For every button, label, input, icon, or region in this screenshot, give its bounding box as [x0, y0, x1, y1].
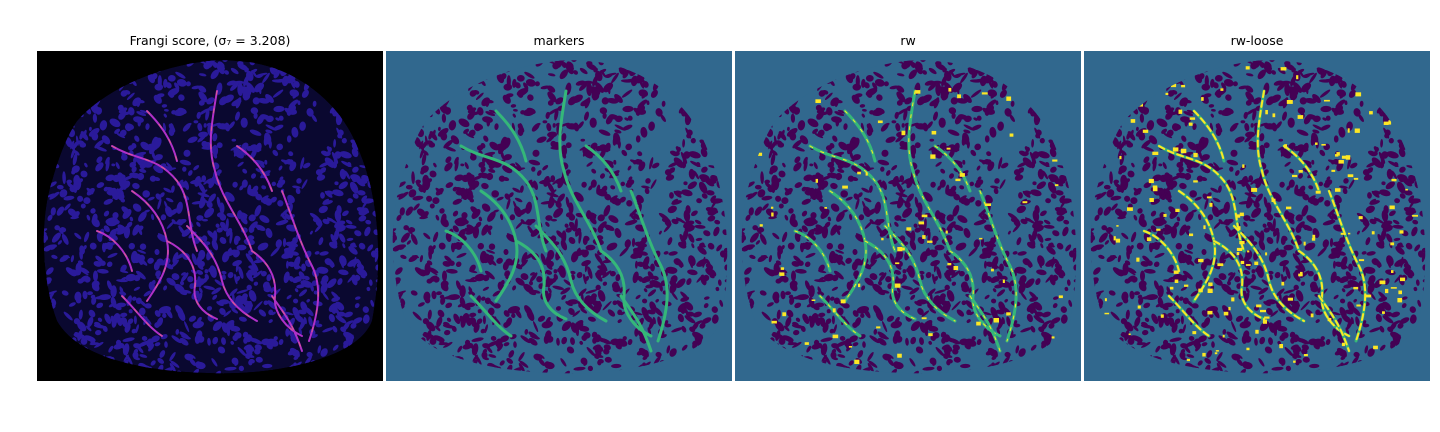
rw-segmentation-image — [735, 51, 1081, 381]
markers-image — [386, 51, 732, 381]
rw-loose-panel-title: rw-loose — [1230, 33, 1284, 48]
frangi-panel-title: Frangi score, (σ₇ = 3.208) — [129, 33, 291, 48]
frangi-score-image — [37, 51, 383, 381]
markers-panel-title: markers — [533, 33, 585, 48]
rw-loose-segmentation-image — [1084, 51, 1430, 381]
rw-panel-title: rw — [900, 33, 916, 48]
